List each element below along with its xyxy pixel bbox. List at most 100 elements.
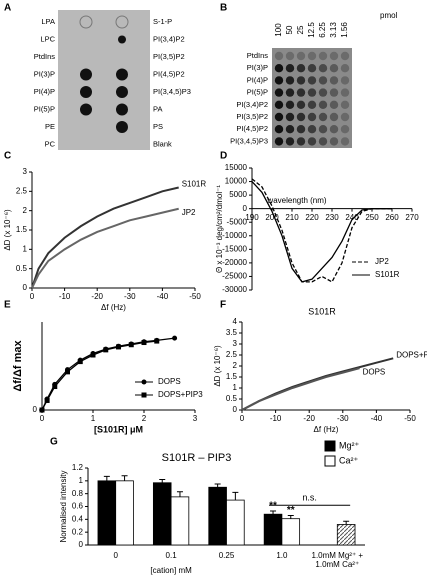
series-label: S101R [182,180,207,189]
panel-label: E [4,300,11,311]
marker [172,335,178,341]
y-tick-label: 1 [79,476,84,485]
array-spot [340,76,350,85]
x-axis-label: Δf (Hz) [314,425,339,434]
lipid-spot [116,103,128,116]
array-spot [340,112,350,122]
x-tick-label: 250 [365,213,379,222]
x-tick-label: 0 [113,551,118,560]
array-spot [285,112,295,122]
array-spot [340,100,350,110]
y-tick-label: 15000 [225,163,248,172]
marker [103,347,109,353]
lipid-spot [115,15,129,29]
error-bar [287,514,294,519]
array-spot [329,100,339,110]
array-spot [318,51,328,61]
lipid-label: PI(3,5)P2 [236,112,268,121]
legend-swatch [324,455,336,467]
marker [39,407,45,413]
lipid-label: PE [45,122,55,131]
annotation: ** [287,505,295,516]
x-tick-label: 270 [405,213,419,222]
array-spot [274,63,284,73]
lipid-label: PI(4)P [247,75,268,84]
lipid-label: PI(3,4)P2 [236,100,268,109]
marker [141,340,147,346]
x-tick-label: 200 [265,213,279,222]
lipid-spot [80,68,92,81]
y-tick-label: 3 [233,339,238,348]
x-tick-label: 210 [285,213,299,222]
lipid-label: LPA [41,17,55,26]
lipid-label: PI(5)P [247,88,268,97]
x-tick-label: 1.0 [276,551,288,560]
y-axis-label: ΔD (x 10⁻⁶) [3,209,12,251]
marker [116,344,121,350]
array-spot [307,63,317,73]
x-tick-label: 2 [142,414,147,423]
legend-marker [141,379,147,385]
array-spot [285,76,295,85]
y-tick-label: 1.2 [72,463,84,472]
y-tick-label: 0.2 [72,527,84,536]
array-spot [329,76,339,85]
array-spot [296,63,306,73]
array-spot [307,137,317,146]
conc-label: 50 [285,25,294,34]
x-axis-label: [S101R] μM [94,424,143,434]
conc-label: 1.56 [340,22,349,38]
series-label: DOPS [363,367,386,376]
y-axis-label: Normalised intensity [59,470,68,542]
array-spot [274,88,284,97]
error-bar [343,520,350,525]
x-tick-label: -20 [303,414,315,423]
y-tick-label: 0 [23,283,28,292]
marker [128,342,134,348]
x-tick-label: 190 [245,213,259,222]
array-spot [318,137,328,146]
legend-marker [141,392,147,398]
series-line [251,178,392,283]
panel-label: B [220,3,227,14]
array-spot [340,125,350,134]
y-tick-label: 1 [233,383,238,392]
array-spot [307,112,317,122]
unit-label: pmol [380,11,398,20]
x-tick-label: -50 [404,414,416,423]
array-spot [274,125,284,134]
array-spot [274,112,284,122]
annotation: ** [269,501,277,512]
error-bar [121,475,128,481]
marker [154,338,160,344]
x-axis-label: Δf (Hz) [101,303,126,312]
array-spot [285,51,295,61]
lipid-spot [80,103,92,116]
error-bar [103,475,110,481]
lipid-label: PI(3,5)P2 [153,52,185,61]
array-spot [329,51,339,61]
array-spot [296,100,306,110]
array-spot [285,88,295,97]
array-spot [274,76,284,85]
bar [281,518,301,546]
array-spot [296,76,306,85]
bar [263,513,283,546]
array-spot [318,112,328,122]
array-spot [296,112,306,122]
chart-title: S101R [308,306,336,316]
x-tick-label: 1 [91,414,96,423]
array-spot [285,125,295,134]
conc-label: 12.5 [307,22,316,38]
conc-label: 100 [274,23,283,37]
legend-label: Ca²⁺ [339,455,359,465]
x-tick-label: -30 [124,292,136,301]
x-tick-label: 0 [240,414,245,423]
y-tick-label: 1.5 [226,372,238,381]
conc-label: 25 [296,25,305,34]
array-spot [307,125,317,134]
array-spot [285,137,295,146]
lipid-label: PtdIns [34,52,56,61]
y-tick-label: 1.5 [16,225,28,234]
